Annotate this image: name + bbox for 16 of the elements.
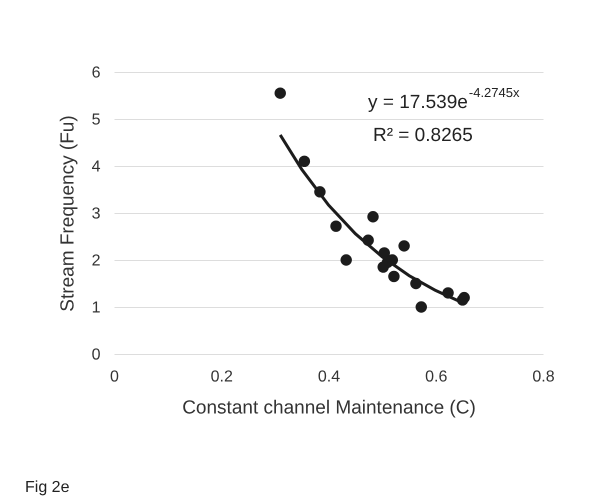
x-tick-label: 0.6 <box>425 368 448 386</box>
caption: Fig 2e <box>25 479 70 496</box>
x-tick-label: 0.2 <box>210 368 233 386</box>
y-tick-label: 0 <box>92 346 101 364</box>
y-tick-label: 6 <box>92 64 101 82</box>
y-tick-label: 1 <box>92 300 101 316</box>
x-tick-label: 0.4 <box>318 368 340 386</box>
annotation: R² = 0.8265 <box>372 125 473 146</box>
y-axis-title: Stream Frequency (Fu) <box>58 115 79 312</box>
x-tick-label: 0 <box>110 368 120 386</box>
x-tick-label: 0.8 <box>532 368 555 386</box>
y-tick-label: 2 <box>92 252 101 270</box>
x-axis-title: Constant channel Maintenance (C) <box>182 398 476 418</box>
y-tick-label: 4 <box>92 158 101 176</box>
y-tick-label: 5 <box>92 112 101 128</box>
y-tick-label: 3 <box>92 206 101 222</box>
